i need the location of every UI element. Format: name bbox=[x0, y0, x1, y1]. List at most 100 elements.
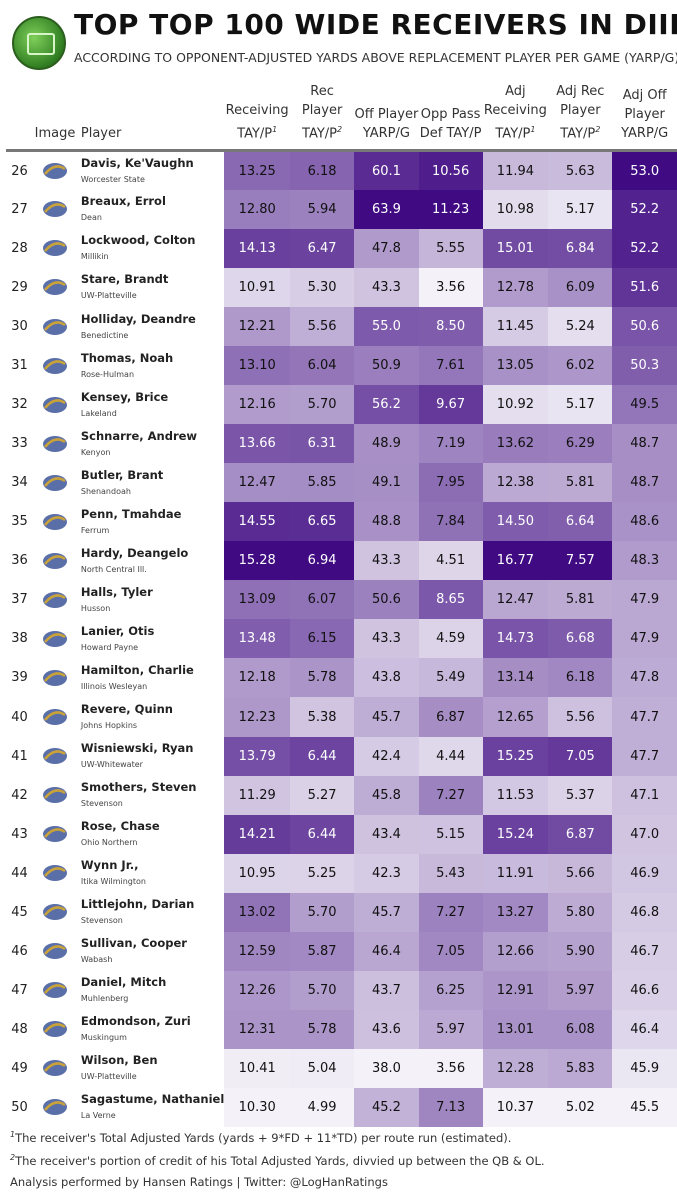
adj-receiving-tay-cell: 13.62 bbox=[482, 424, 549, 464]
school-name: Husson bbox=[80, 603, 111, 613]
cardinal-logo-icon bbox=[39, 550, 71, 572]
table-row: 31 Thomas, Noah Rose-Hulman 13.10 6.04 50.9 7.… bbox=[6, 346, 677, 386]
off-player-yarp-cell: 43.3 bbox=[354, 619, 419, 659]
opp-pass-def-cell: 5.49 bbox=[418, 658, 483, 698]
table-row: 44 Wynn Jr., Itika Wilmington 10.95 5.25 42.3… bbox=[6, 853, 677, 893]
header-image: Image bbox=[33, 82, 77, 153]
player-name: Hamilton, Charlie bbox=[80, 662, 194, 677]
school-name: Ferrum bbox=[80, 525, 110, 535]
rank-cell: 33 bbox=[11, 436, 28, 452]
header-player: Player bbox=[76, 82, 225, 153]
opp-pass-def-cell: 7.95 bbox=[418, 463, 483, 503]
school-name: Itika Wilmington bbox=[80, 877, 146, 887]
rec-player-tay-cell: 5.27 bbox=[290, 775, 355, 815]
adj-off-player-yarp-cell: 50.3 bbox=[612, 346, 677, 386]
receiving-tay-cell: 12.59 bbox=[224, 931, 291, 971]
rank-cell: 43 bbox=[11, 826, 28, 842]
chart-header: TOP TOP 100 WIDE RECEIVERS IN DIII ACCOR… bbox=[0, 0, 677, 78]
opp-pass-def-cell: 7.84 bbox=[418, 502, 483, 542]
team-logo-cell bbox=[33, 268, 77, 307]
adj-receiving-tay-cell: 12.28 bbox=[482, 1048, 549, 1088]
team-logo-cell bbox=[33, 502, 77, 541]
school-name: Stevenson bbox=[80, 916, 123, 926]
adj-rec-player-tay-cell: 5.24 bbox=[548, 307, 613, 347]
adj-rec-player-tay-cell: 6.09 bbox=[548, 267, 613, 308]
opp-pass-def-cell: 9.67 bbox=[418, 385, 483, 425]
player-name: Holliday, Deandre bbox=[80, 311, 196, 326]
hansen-ratings-logo-icon bbox=[12, 16, 66, 70]
rank-cell: 36 bbox=[11, 553, 28, 569]
receiving-tay-cell: 12.21 bbox=[224, 307, 291, 347]
adj-receiving-tay-cell: 12.66 bbox=[482, 931, 549, 971]
player-cell: Revere, Quinn Johns Hopkins bbox=[77, 697, 224, 736]
adj-rec-player-tay-cell: 5.02 bbox=[548, 1087, 613, 1127]
off-player-yarp-cell: 49.1 bbox=[354, 463, 419, 503]
rank-cell: 35 bbox=[11, 514, 28, 530]
adj-receiving-tay-cell: 13.05 bbox=[482, 346, 549, 386]
table-row: 32 Kensey, Brice Lakeland 12.16 5.70 56.2 9.67… bbox=[6, 385, 677, 425]
adj-off-player-yarp-cell: 52.2 bbox=[612, 228, 677, 268]
rank-cell: 28 bbox=[11, 240, 28, 256]
eagle-logo-icon bbox=[39, 316, 71, 338]
player-name: Littlejohn, Darian bbox=[80, 897, 195, 912]
receiving-tay-cell: 13.66 bbox=[224, 424, 291, 464]
m-letter-logo-icon bbox=[39, 237, 71, 259]
table-row: 33 Schnarre, Andrew Kenyon 13.66 6.31 48.9 7.1… bbox=[6, 424, 677, 464]
off-player-yarp-cell: 43.4 bbox=[354, 814, 419, 854]
adj-receiving-tay-cell: 16.77 bbox=[482, 541, 549, 581]
team-logo-cell bbox=[33, 776, 77, 815]
player-name: Revere, Quinn bbox=[80, 702, 173, 716]
adj-receiving-tay-cell: 14.50 bbox=[482, 502, 549, 542]
opp-pass-def-cell: 7.13 bbox=[418, 1087, 483, 1127]
player-name: Hardy, Deangelo bbox=[80, 545, 189, 560]
rec-player-tay-cell: 5.85 bbox=[290, 463, 355, 503]
receiving-tay-cell: 12.80 bbox=[224, 189, 291, 229]
muskie-logo-icon bbox=[39, 394, 71, 416]
player-cell: Wynn Jr., Itika Wilmington bbox=[77, 854, 224, 893]
titan-helmet-icon bbox=[39, 667, 71, 689]
adj-off-player-yarp-cell: 45.9 bbox=[612, 1048, 677, 1088]
adj-rec-player-tay-cell: 5.81 bbox=[548, 580, 613, 620]
adj-rec-player-tay-cell: 6.68 bbox=[548, 619, 613, 659]
off-player-yarp-cell: 45.7 bbox=[354, 697, 419, 737]
adj-rec-player-tay-cell: 7.57 bbox=[548, 541, 613, 581]
off-player-yarp-cell: 45.8 bbox=[354, 775, 419, 815]
engineers-logo-icon bbox=[39, 355, 71, 377]
receiving-tay-cell: 12.31 bbox=[224, 1009, 291, 1049]
opp-pass-def-cell: 5.55 bbox=[418, 228, 483, 268]
off-player-yarp-cell: 43.3 bbox=[354, 541, 419, 581]
player-cell: Butler, Brant Shenandoah bbox=[77, 463, 224, 502]
rec-player-tay-cell: 5.87 bbox=[290, 931, 355, 971]
rank-cell: 47 bbox=[11, 982, 28, 998]
player-name: Stare, Brandt bbox=[80, 272, 169, 287]
team-logo-cell bbox=[33, 151, 77, 190]
adj-off-player-yarp-cell: 46.7 bbox=[612, 931, 677, 971]
header-off-player-yarp: Off Player YARP/G bbox=[354, 82, 419, 153]
team-logo-cell bbox=[33, 346, 77, 385]
panther-logo-icon bbox=[39, 511, 71, 533]
player-cell: Halls, Tyler Husson bbox=[77, 580, 224, 619]
rank-cell: 30 bbox=[11, 319, 28, 335]
player-cell: Littlejohn, Darian Stevenson bbox=[77, 893, 224, 932]
player-name: Breaux, Errol bbox=[80, 194, 166, 209]
rank-cell: 44 bbox=[11, 865, 28, 881]
opp-pass-def-cell: 10.56 bbox=[418, 150, 483, 190]
off-player-yarp-cell: 45.2 bbox=[354, 1087, 419, 1127]
hpu-logo-icon bbox=[39, 628, 71, 650]
school-name: Muskingum bbox=[80, 1033, 127, 1043]
off-player-yarp-cell: 48.8 bbox=[354, 502, 419, 542]
opp-pass-def-cell: 7.61 bbox=[418, 346, 483, 386]
player-name: Smothers, Steven bbox=[80, 780, 197, 795]
adj-receiving-tay-cell: 12.78 bbox=[482, 267, 549, 308]
opp-pass-def-cell: 6.87 bbox=[418, 697, 483, 737]
table-row: 28 Lockwood, Colton Millikin 14.13 6.47 47.8 5… bbox=[6, 228, 677, 268]
player-name: Daniel, Mitch bbox=[80, 975, 167, 990]
adj-off-player-yarp-cell: 48.3 bbox=[612, 541, 677, 581]
table-row: 41 Wisniewski, Ryan UW-Whitewater 13.79 6.44… bbox=[6, 736, 677, 776]
player-name: Kensey, Brice bbox=[80, 389, 169, 404]
team-logo-cell bbox=[33, 385, 77, 424]
off-player-yarp-cell: 50.6 bbox=[354, 580, 419, 620]
adj-receiving-tay-cell: 12.65 bbox=[482, 697, 549, 737]
player-name: Davis, Ke'Vaughn bbox=[80, 156, 194, 171]
adj-receiving-tay-cell: 13.27 bbox=[482, 892, 549, 932]
